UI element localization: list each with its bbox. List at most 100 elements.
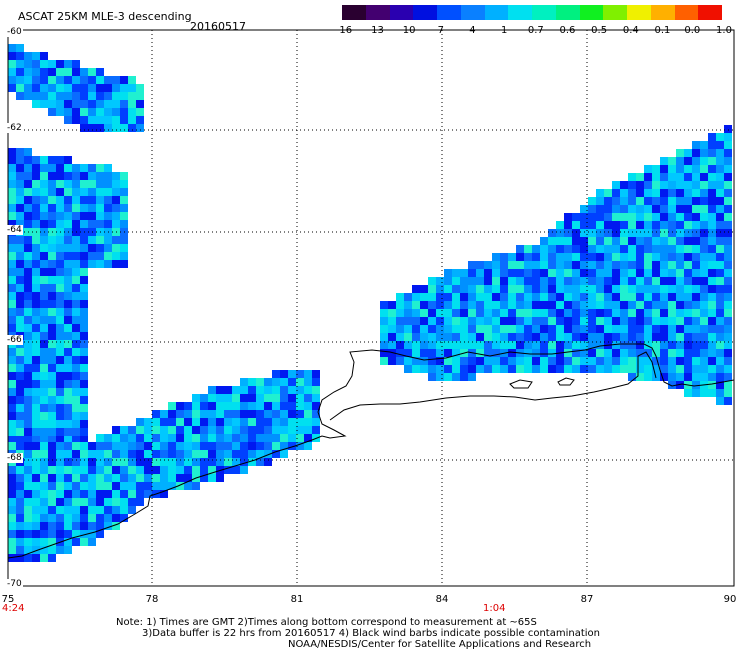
wind-cell <box>120 458 128 466</box>
wind-cell <box>652 341 660 349</box>
wind-cell <box>708 301 716 309</box>
wind-cell <box>8 474 16 482</box>
wind-cell <box>168 410 176 418</box>
wind-cell <box>660 293 668 301</box>
wind-cell <box>404 333 412 341</box>
wind-cell <box>8 530 16 538</box>
wind-cell <box>460 269 468 277</box>
wind-cell <box>56 172 64 180</box>
wind-cell <box>420 293 428 301</box>
wind-cell <box>144 442 152 450</box>
wind-cell <box>684 365 692 373</box>
wind-cell <box>16 180 24 188</box>
wind-cell <box>676 253 684 261</box>
wind-cell <box>32 196 40 204</box>
wind-cell <box>208 458 216 466</box>
wind-cell <box>280 386 288 394</box>
wind-cell <box>32 268 40 276</box>
wind-cell <box>628 293 636 301</box>
wind-cell <box>612 213 620 221</box>
wind-cell <box>564 221 572 229</box>
wind-cell <box>56 76 64 84</box>
wind-cell <box>48 474 56 482</box>
wind-cell <box>596 229 604 237</box>
wind-cell <box>40 436 48 444</box>
wind-cell <box>532 317 540 325</box>
wind-cell <box>8 212 16 220</box>
wind-cell <box>700 253 708 261</box>
wind-cell <box>692 365 700 373</box>
wind-cell <box>668 317 676 325</box>
wind-cell <box>516 245 524 253</box>
wind-cell <box>88 76 96 84</box>
wind-cell <box>232 466 240 474</box>
wind-cell <box>248 418 256 426</box>
wind-cell <box>724 341 732 349</box>
wind-cell <box>628 373 636 381</box>
wind-cell <box>420 365 428 373</box>
wind-cell <box>676 261 684 269</box>
wind-cell <box>652 349 660 357</box>
wind-cell <box>492 325 500 333</box>
wind-cell <box>692 205 700 213</box>
colorbar <box>342 5 722 20</box>
wind-cell <box>660 181 668 189</box>
wind-cell <box>548 317 556 325</box>
wind-cell <box>596 253 604 261</box>
wind-cell <box>296 426 304 434</box>
wind-cell <box>136 442 144 450</box>
wind-cell <box>96 108 104 116</box>
wind-cell <box>72 412 80 420</box>
wind-cell <box>708 293 716 301</box>
wind-cell <box>56 84 64 92</box>
wind-cell <box>716 277 724 285</box>
wind-cell <box>56 204 64 212</box>
wind-cell <box>604 261 612 269</box>
wind-cell <box>700 229 708 237</box>
wind-cell <box>588 349 596 357</box>
wind-cell <box>692 389 700 397</box>
wind-cell <box>660 253 668 261</box>
wind-cell <box>684 205 692 213</box>
wind-cell <box>692 277 700 285</box>
wind-cell <box>556 357 564 365</box>
wind-cell <box>508 261 516 269</box>
wind-cell <box>96 466 104 474</box>
wind-cell <box>692 309 700 317</box>
wind-cell <box>644 325 652 333</box>
wind-cell <box>684 157 692 165</box>
wind-cell <box>724 325 732 333</box>
wind-cell <box>628 277 636 285</box>
wind-cell <box>24 316 32 324</box>
wind-cell <box>476 309 484 317</box>
wind-cell <box>444 269 452 277</box>
wind-cell <box>388 309 396 317</box>
wind-cell <box>40 284 48 292</box>
wind-cell <box>32 156 40 164</box>
wind-cell <box>596 269 604 277</box>
wind-cell <box>64 538 72 546</box>
wind-cell <box>476 317 484 325</box>
wind-cell <box>40 506 48 514</box>
wind-cell <box>676 189 684 197</box>
wind-cell <box>668 309 676 317</box>
wind-cell <box>484 269 492 277</box>
wind-cell <box>120 108 128 116</box>
wind-cell <box>128 490 136 498</box>
wind-cell <box>8 372 16 380</box>
wind-cell <box>152 418 160 426</box>
wind-cell <box>636 373 644 381</box>
wind-cell <box>700 157 708 165</box>
colorbar-swatch <box>508 5 532 20</box>
wind-cell <box>32 220 40 228</box>
wind-cell <box>412 349 420 357</box>
wind-cell <box>708 149 716 157</box>
wind-cell <box>48 236 56 244</box>
wind-cell <box>500 333 508 341</box>
colorbar-swatch <box>627 5 651 20</box>
coastline <box>8 343 734 559</box>
wind-cell <box>32 396 40 404</box>
wind-cell <box>644 293 652 301</box>
wind-cell <box>492 349 500 357</box>
